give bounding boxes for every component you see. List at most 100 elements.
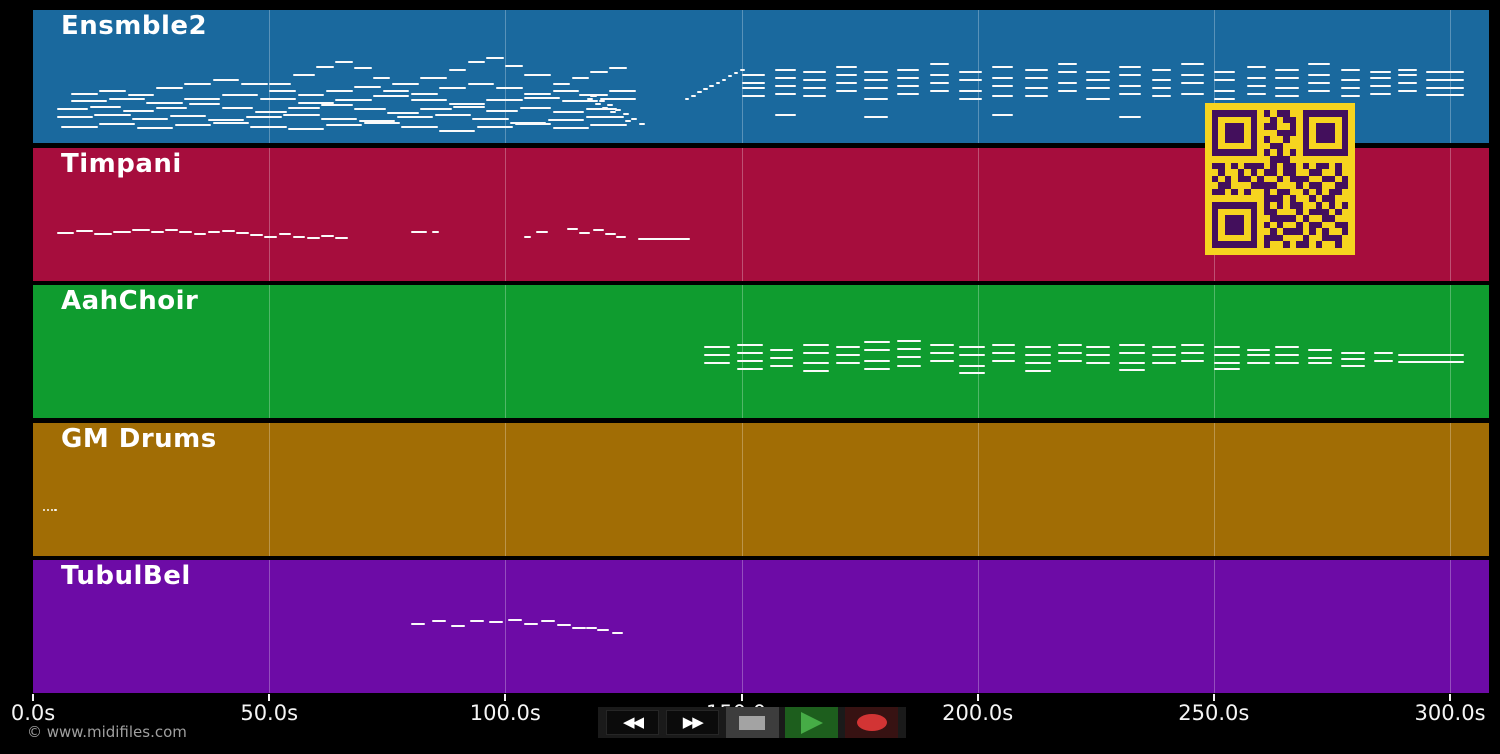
note-dash <box>598 99 606 102</box>
note-dash <box>594 102 601 105</box>
qr-module <box>1237 129 1245 137</box>
note-dash <box>590 95 597 98</box>
note-dash <box>292 73 315 76</box>
note-dash <box>586 98 593 101</box>
note-dash <box>1398 354 1465 357</box>
note-dash <box>930 359 954 362</box>
note-dash <box>307 237 320 240</box>
note-dash <box>774 84 796 87</box>
note-dash <box>1152 79 1172 82</box>
note-dash <box>184 83 211 86</box>
note-dash <box>212 79 240 82</box>
note-dash <box>897 347 921 350</box>
note-dash <box>958 71 983 74</box>
note-dash <box>1426 87 1465 90</box>
gridline <box>1450 10 1451 143</box>
note-dash <box>552 83 570 86</box>
note-dash <box>1119 65 1141 68</box>
note-dash <box>571 626 586 629</box>
note-dash <box>740 69 745 72</box>
play-button[interactable] <box>785 707 839 738</box>
record-button[interactable] <box>845 707 898 738</box>
qr-module <box>1270 169 1277 176</box>
gridline <box>741 560 743 693</box>
note-dash <box>1024 95 1049 98</box>
qr-module <box>1342 241 1348 248</box>
qr-module <box>1212 208 1219 216</box>
note-dash <box>316 65 334 68</box>
qr-module <box>1322 215 1329 222</box>
qr-module <box>1231 228 1238 235</box>
qr-module <box>1302 175 1310 183</box>
note-dash <box>1024 362 1051 365</box>
note-dash <box>354 85 381 88</box>
note-dash <box>616 235 626 238</box>
qr-module <box>1218 169 1225 176</box>
note-dash <box>184 97 221 100</box>
note-dash <box>1180 73 1205 76</box>
qr-module <box>1296 228 1303 235</box>
note-dash <box>212 121 249 124</box>
note-dash <box>1369 76 1391 79</box>
note-dash <box>703 88 708 91</box>
qr-module <box>1296 175 1303 183</box>
qr-module <box>1276 188 1284 196</box>
note-dash <box>56 231 74 234</box>
qr-module <box>1309 221 1316 229</box>
note-dash <box>297 93 325 96</box>
note-dash <box>250 233 263 236</box>
note-dash <box>991 95 1014 98</box>
qr-module <box>1263 188 1271 196</box>
note-dash <box>769 356 794 359</box>
copyright-text: © www.midifiles.com <box>27 723 187 741</box>
note-dash <box>580 93 608 96</box>
note-dash <box>1058 71 1077 74</box>
qr-module <box>1341 136 1348 143</box>
qr-module <box>1224 110 1232 117</box>
qr-module <box>1250 241 1258 248</box>
note-dash <box>264 235 278 238</box>
qr-module <box>1283 169 1290 176</box>
qr-module <box>1335 221 1342 229</box>
note-dash <box>741 73 766 76</box>
note-dash <box>1119 84 1141 87</box>
track-aahchoir: AahChoir <box>33 285 1489 418</box>
note-dash <box>132 228 150 231</box>
note-dash <box>579 94 586 97</box>
qr-module <box>1289 195 1297 202</box>
note-dash <box>1152 87 1172 90</box>
qr-module <box>1276 221 1284 229</box>
qr-module <box>1302 241 1310 248</box>
qr-module <box>1289 149 1297 156</box>
qr-module <box>1283 188 1290 196</box>
note-dash <box>1275 362 1299 365</box>
note-dash <box>622 113 630 116</box>
note-dash <box>703 354 730 357</box>
note-dash <box>1341 364 1365 367</box>
qr-module <box>1224 241 1232 248</box>
fast-forward-button[interactable]: ▶▶ <box>665 710 719 735</box>
note-dash <box>505 64 523 67</box>
stop-button[interactable] <box>725 707 779 738</box>
qr-module <box>1244 162 1251 170</box>
note-dash <box>1275 346 1299 349</box>
note-dash <box>486 99 523 102</box>
note-dash <box>392 83 419 86</box>
qr-module <box>1263 182 1271 189</box>
qr-module <box>1342 163 1348 170</box>
note-dash <box>1341 79 1361 82</box>
qr-module <box>1237 202 1245 209</box>
axis-tick <box>1449 694 1451 701</box>
qr-module <box>1250 129 1258 137</box>
rewind-button[interactable]: ◀◀ <box>606 710 659 735</box>
qr-module <box>1244 188 1251 196</box>
axis-tick <box>268 694 271 701</box>
qr-module <box>1322 162 1329 170</box>
qr-module <box>1276 202 1284 209</box>
note-dash <box>1058 343 1082 346</box>
qr-module <box>1328 123 1336 130</box>
qr-module <box>1315 241 1323 248</box>
qr-module <box>1250 162 1258 170</box>
qr-module <box>1270 215 1277 222</box>
qr-module <box>1244 175 1251 183</box>
